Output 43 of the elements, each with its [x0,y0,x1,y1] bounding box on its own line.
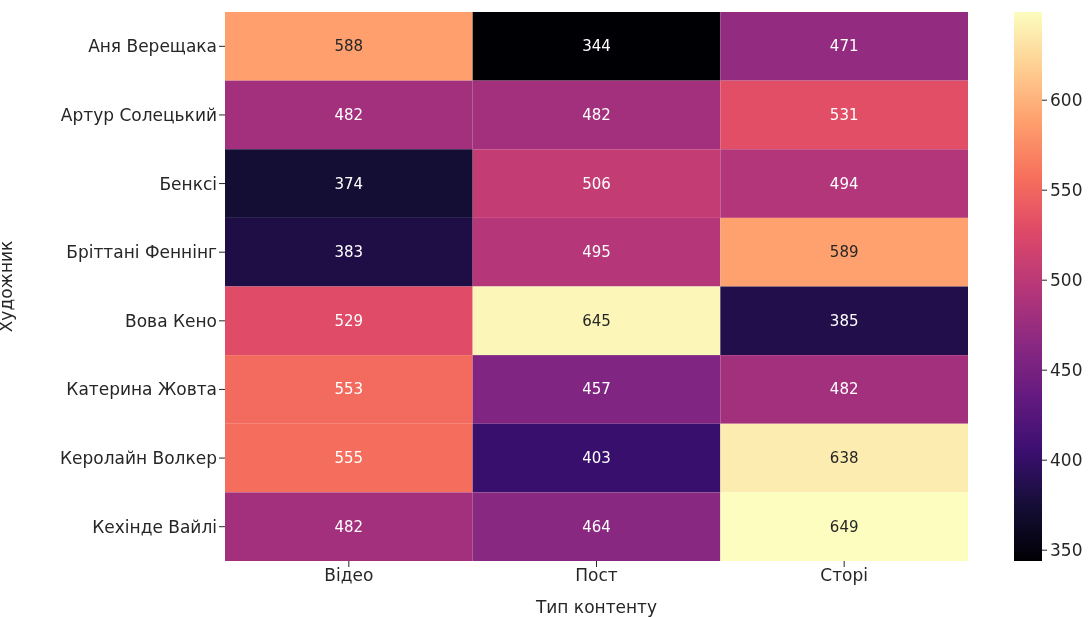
data-label: 529 [334,311,364,330]
x-tick-label: Пост [575,565,618,586]
data-label: 344 [582,37,611,56]
data-label: 555 [334,449,364,468]
data-label: 649 [829,517,859,536]
x-axis-title: Тип контенту [534,597,658,617]
y-tick-label: Вова Кено [125,310,217,331]
y-tick-label: Катерина Жовта [66,379,217,400]
color-bar-label: 550 [1050,180,1083,201]
data-label: 531 [829,105,859,124]
y-axis-title: Художник [0,240,17,333]
y-tick-label: Бенксі [159,173,217,194]
data-label: 638 [829,449,859,468]
color-bar-label: 600 [1050,90,1083,111]
data-label: 588 [334,37,364,56]
data-label: 482 [334,517,364,536]
y-tick-label: Кехінде Вайлі [92,516,217,537]
data-label: 494 [829,174,859,193]
data-label: 385 [829,311,859,330]
color-bar-label: 400 [1050,450,1083,471]
y-tick-label: Аня Верещака [88,36,217,57]
data-label: 471 [829,37,859,56]
color-bar-label: 500 [1050,270,1083,291]
data-label: 457 [582,380,611,399]
y-tick-label: Керолайн Волкер [59,448,217,469]
data-label: 383 [334,243,364,262]
color-bar-label: 450 [1050,360,1083,381]
y-tick-label: Бріттані Феннінг [66,242,218,263]
data-label: 589 [829,243,859,262]
data-label: 403 [582,449,611,468]
data-label: 464 [582,517,611,536]
x-tick-label: Відео [324,565,374,586]
data-label: 506 [582,174,611,193]
data-label: 495 [582,243,611,262]
data-label: 645 [582,311,611,330]
color-bar-label: 350 [1050,540,1083,561]
data-label: 482 [334,105,364,124]
data-label: 374 [334,174,364,193]
y-tick-label: Артур Солецький [60,104,217,125]
x-tick-label: Сторі [820,565,869,586]
data-label: 482 [582,105,611,124]
data-label: 553 [334,380,364,399]
data-label: 482 [829,380,859,399]
